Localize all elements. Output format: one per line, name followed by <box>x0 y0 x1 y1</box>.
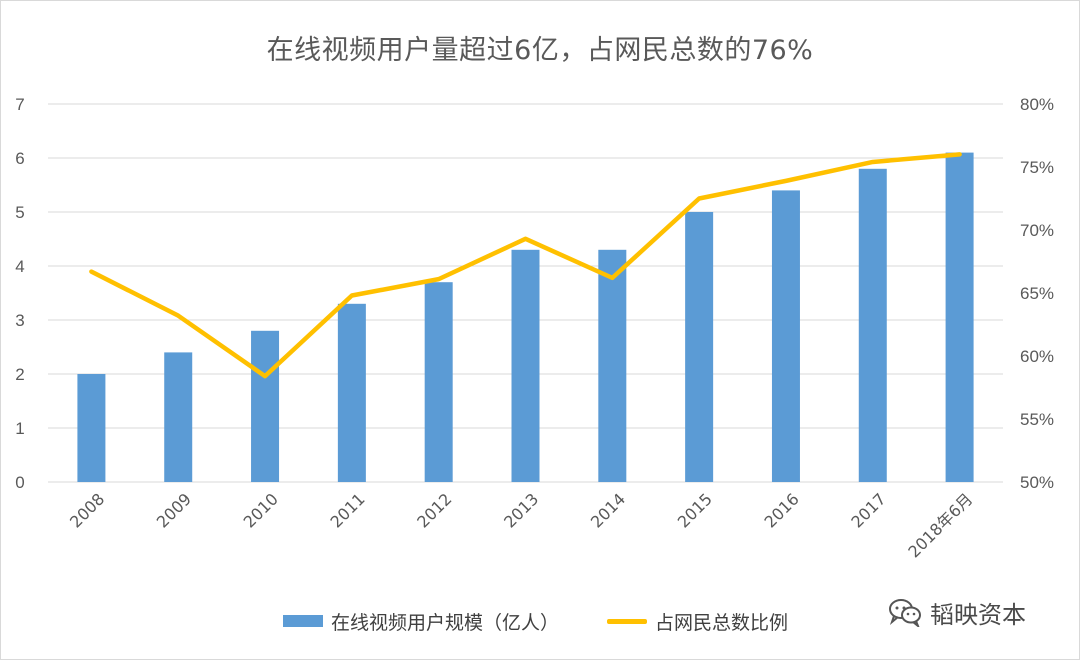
bar <box>511 249 540 482</box>
watermark-text: 韬映资本 <box>930 600 1026 629</box>
x-tick-label: 2011 <box>326 489 368 531</box>
x-tick-label: 2010 <box>240 489 282 531</box>
bar <box>251 330 280 482</box>
bar <box>685 212 714 482</box>
bar <box>945 152 974 482</box>
legend: 在线视频用户规模（亿人） 占网民总数比例 <box>283 606 836 636</box>
chart-title: 在线视频用户量超过6亿，占网民总数的76% <box>266 35 814 66</box>
y-left-tick-label: 3 <box>15 311 24 330</box>
y-left-tick-label: 1 <box>15 419 24 438</box>
y-left-tick-label: 2 <box>15 365 24 384</box>
y-right-tick-label: 80% <box>1020 95 1054 114</box>
y-left-tick-label: 0 <box>15 473 24 492</box>
x-tick-label: 2017 <box>847 489 889 531</box>
x-tick-label: 2016 <box>761 489 803 531</box>
y-left-tick-label: 4 <box>15 257 24 276</box>
bar <box>337 303 366 482</box>
x-tick-label: 2018年6月 <box>904 489 976 561</box>
y-right-tick-label: 50% <box>1020 473 1054 492</box>
watermark: 韬映资本 <box>888 592 1026 632</box>
x-tick-label: 2013 <box>500 489 542 531</box>
y-left-tick-label: 5 <box>15 203 24 222</box>
legend-label-users: 在线视频用户规模（亿人） <box>331 611 560 634</box>
legend-item-ratio: 占网民总数比例 <box>607 608 788 635</box>
x-tick-label: 2012 <box>413 489 455 531</box>
x-tick-label: 2009 <box>153 489 195 531</box>
wechat-icon <box>889 599 921 627</box>
y-left-tick-label: 7 <box>15 95 24 114</box>
legend-item-users: 在线视频用户规模（亿人） <box>283 608 559 635</box>
legend-swatch-line <box>607 618 648 624</box>
y-right-tick-label: 70% <box>1020 221 1054 240</box>
bar <box>424 282 453 482</box>
y-right-tick-label: 55% <box>1020 410 1054 429</box>
x-tick-label: 2015 <box>674 489 716 531</box>
x-tick-label: 2008 <box>66 489 108 531</box>
y-right-tick-label: 65% <box>1020 284 1054 303</box>
legend-label-ratio: 占网民总数比例 <box>655 611 789 634</box>
x-tick-label: 2014 <box>587 489 629 531</box>
bar <box>164 352 193 482</box>
bar <box>771 190 800 482</box>
y-right-tick-label: 75% <box>1020 158 1054 177</box>
bar <box>598 249 627 482</box>
y-right-tick-label: 60% <box>1020 347 1054 366</box>
y-left-tick-label: 6 <box>15 149 24 168</box>
legend-swatch-bar <box>283 615 323 627</box>
bar <box>858 168 887 483</box>
bar <box>77 374 106 482</box>
